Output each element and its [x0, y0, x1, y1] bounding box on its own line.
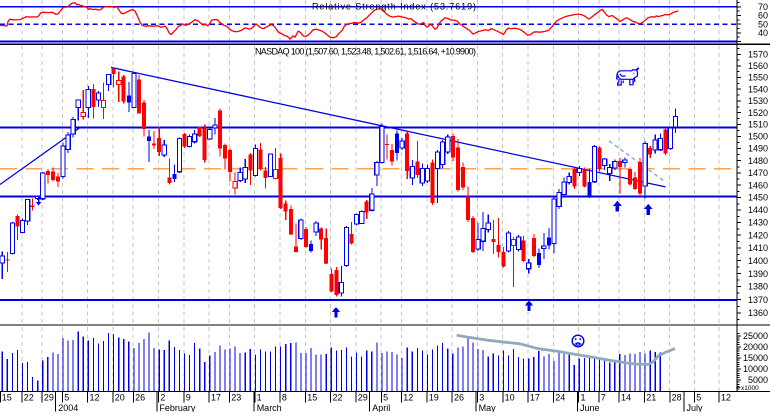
- svg-text:1540: 1540: [748, 84, 768, 94]
- svg-text:1530: 1530: [748, 96, 768, 106]
- svg-text:15: 15: [307, 393, 317, 403]
- svg-text:1410: 1410: [748, 243, 768, 253]
- svg-text:8: 8: [282, 393, 287, 403]
- svg-text:23: 23: [231, 393, 241, 403]
- svg-text:29: 29: [44, 393, 54, 403]
- svg-text:5: 5: [696, 393, 701, 403]
- svg-text:14: 14: [621, 393, 631, 403]
- svg-text:1: 1: [581, 393, 586, 403]
- svg-text:9: 9: [186, 393, 191, 403]
- svg-text:1450: 1450: [748, 193, 768, 203]
- svg-text:21: 21: [646, 393, 656, 403]
- svg-text:1370: 1370: [748, 295, 768, 305]
- svg-text:24: 24: [555, 393, 565, 403]
- svg-text:1400: 1400: [748, 256, 768, 266]
- svg-text:1480: 1480: [748, 156, 768, 166]
- svg-text:19: 19: [429, 393, 439, 403]
- svg-text:1420: 1420: [748, 230, 768, 240]
- svg-text:25000: 25000: [743, 331, 768, 341]
- svg-text:28: 28: [672, 393, 682, 403]
- svg-text:29: 29: [358, 393, 368, 403]
- svg-text:5: 5: [383, 393, 388, 403]
- svg-text:March: March: [257, 403, 282, 412]
- svg-text:3: 3: [479, 393, 484, 403]
- svg-text:22: 22: [333, 393, 343, 403]
- svg-text:26: 26: [135, 393, 145, 403]
- svg-text:2: 2: [160, 393, 165, 403]
- svg-text:1460: 1460: [748, 180, 768, 190]
- svg-text:40: 40: [758, 28, 768, 38]
- svg-text:5000: 5000: [748, 375, 768, 385]
- svg-text:1570: 1570: [748, 50, 768, 60]
- svg-text:May: May: [479, 403, 497, 412]
- svg-text:x1000: x1000: [741, 385, 759, 392]
- svg-text:1560: 1560: [748, 61, 768, 71]
- svg-text:60: 60: [758, 11, 768, 21]
- svg-text:NASDAQ 100 (1,507.60, 1,523.48: NASDAQ 100 (1,507.60, 1,523.48, 1,502.61…: [255, 47, 476, 57]
- svg-text:26: 26: [454, 393, 464, 403]
- svg-text:50: 50: [758, 19, 768, 29]
- svg-text:July: July: [687, 403, 704, 412]
- svg-text:1430: 1430: [748, 218, 768, 228]
- svg-text:7: 7: [601, 393, 606, 403]
- svg-text:17: 17: [211, 393, 221, 403]
- svg-text:April: April: [372, 403, 390, 412]
- svg-text:1490: 1490: [748, 144, 768, 154]
- svg-text:1360: 1360: [748, 308, 768, 318]
- svg-text:1: 1: [257, 393, 262, 403]
- svg-text:1470: 1470: [748, 168, 768, 178]
- svg-text:Relative Strength Index (53.76: Relative Strength Index (53.7619): [312, 2, 476, 12]
- svg-text:1380: 1380: [748, 282, 768, 292]
- svg-text:12: 12: [90, 393, 100, 403]
- svg-text:1520: 1520: [748, 108, 768, 118]
- svg-text:22: 22: [24, 393, 34, 403]
- svg-text:20: 20: [115, 393, 125, 403]
- svg-text:12: 12: [721, 393, 731, 403]
- svg-text:17: 17: [530, 393, 540, 403]
- svg-text:20000: 20000: [743, 342, 768, 352]
- svg-text:10000: 10000: [743, 364, 768, 374]
- svg-text:12: 12: [403, 393, 413, 403]
- svg-text:February: February: [159, 403, 196, 412]
- svg-text:1500: 1500: [748, 132, 768, 142]
- svg-text:1550: 1550: [748, 73, 768, 83]
- svg-text:2004: 2004: [58, 403, 78, 412]
- svg-text:1510: 1510: [748, 120, 768, 130]
- svg-text:15: 15: [2, 393, 12, 403]
- svg-text:1440: 1440: [748, 205, 768, 215]
- svg-text:15000: 15000: [743, 353, 768, 363]
- svg-text:70: 70: [758, 2, 768, 12]
- svg-text:1390: 1390: [748, 269, 768, 279]
- svg-text:June: June: [580, 403, 600, 412]
- svg-text:5: 5: [64, 393, 69, 403]
- svg-text:10: 10: [505, 393, 515, 403]
